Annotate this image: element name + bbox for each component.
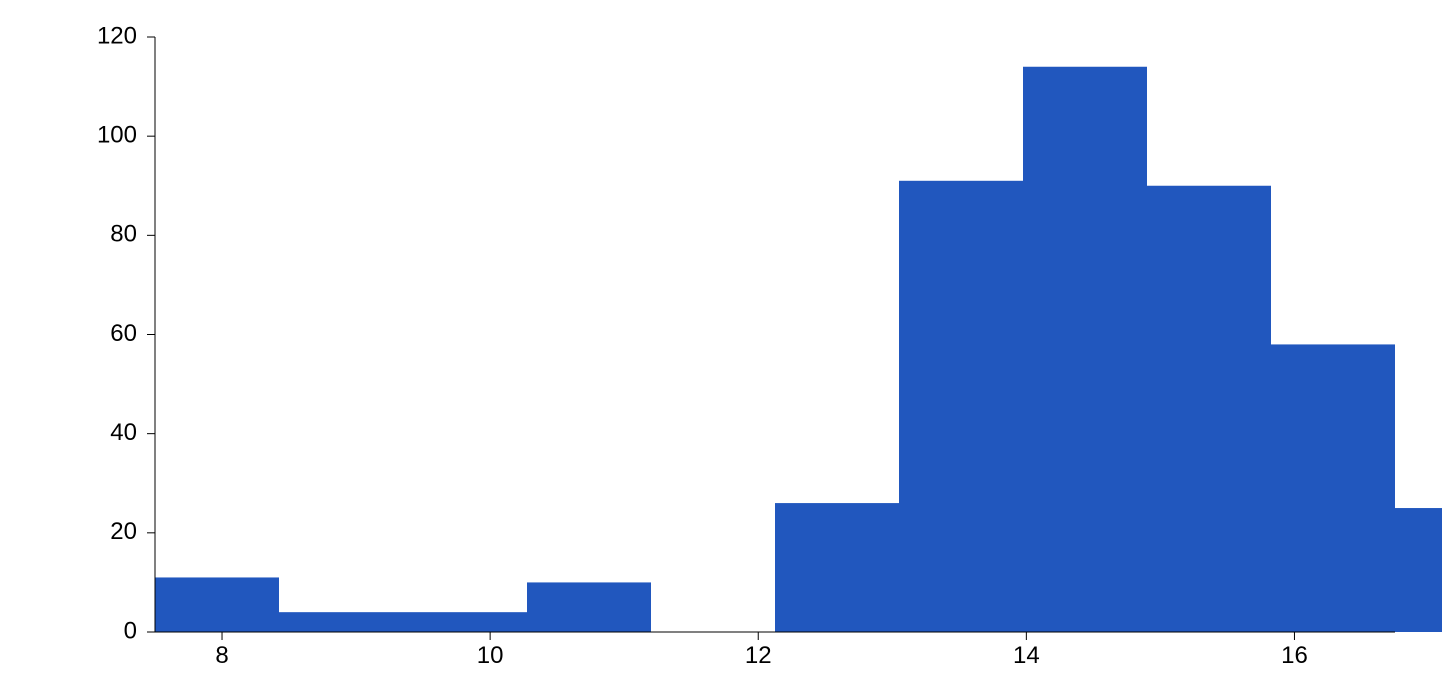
histogram-bar [527, 582, 651, 632]
y-tick-label: 120 [97, 22, 137, 49]
histogram-chart: 0 20 40 60 80 100 120 8 10 12 14 16 [0, 0, 1442, 698]
y-tick-label: 40 [110, 419, 137, 446]
y-tick-label: 20 [110, 518, 137, 545]
x-tick-label: 16 [1281, 642, 1308, 669]
y-tick-label: 100 [97, 122, 137, 149]
histogram-bar [155, 577, 279, 632]
y-tick-label: 60 [110, 320, 137, 347]
x-tick-label: 8 [215, 642, 228, 669]
x-tick-label: 10 [477, 642, 504, 669]
histogram-svg: 0 20 40 60 80 100 120 8 10 12 14 16 [0, 0, 1442, 698]
y-tick-label: 0 [124, 617, 137, 644]
histogram-bar [1023, 67, 1147, 632]
histogram-bar [1395, 508, 1442, 632]
histogram-bar [899, 181, 1023, 632]
x-tick-label: 12 [745, 642, 772, 669]
histogram-bar [1147, 186, 1271, 632]
histogram-bar [1271, 344, 1395, 632]
histogram-bar [403, 612, 527, 632]
histogram-bar [775, 503, 899, 632]
y-tick-label: 80 [110, 221, 137, 248]
histogram-bar [279, 612, 403, 632]
x-tick-label: 14 [1013, 642, 1040, 669]
